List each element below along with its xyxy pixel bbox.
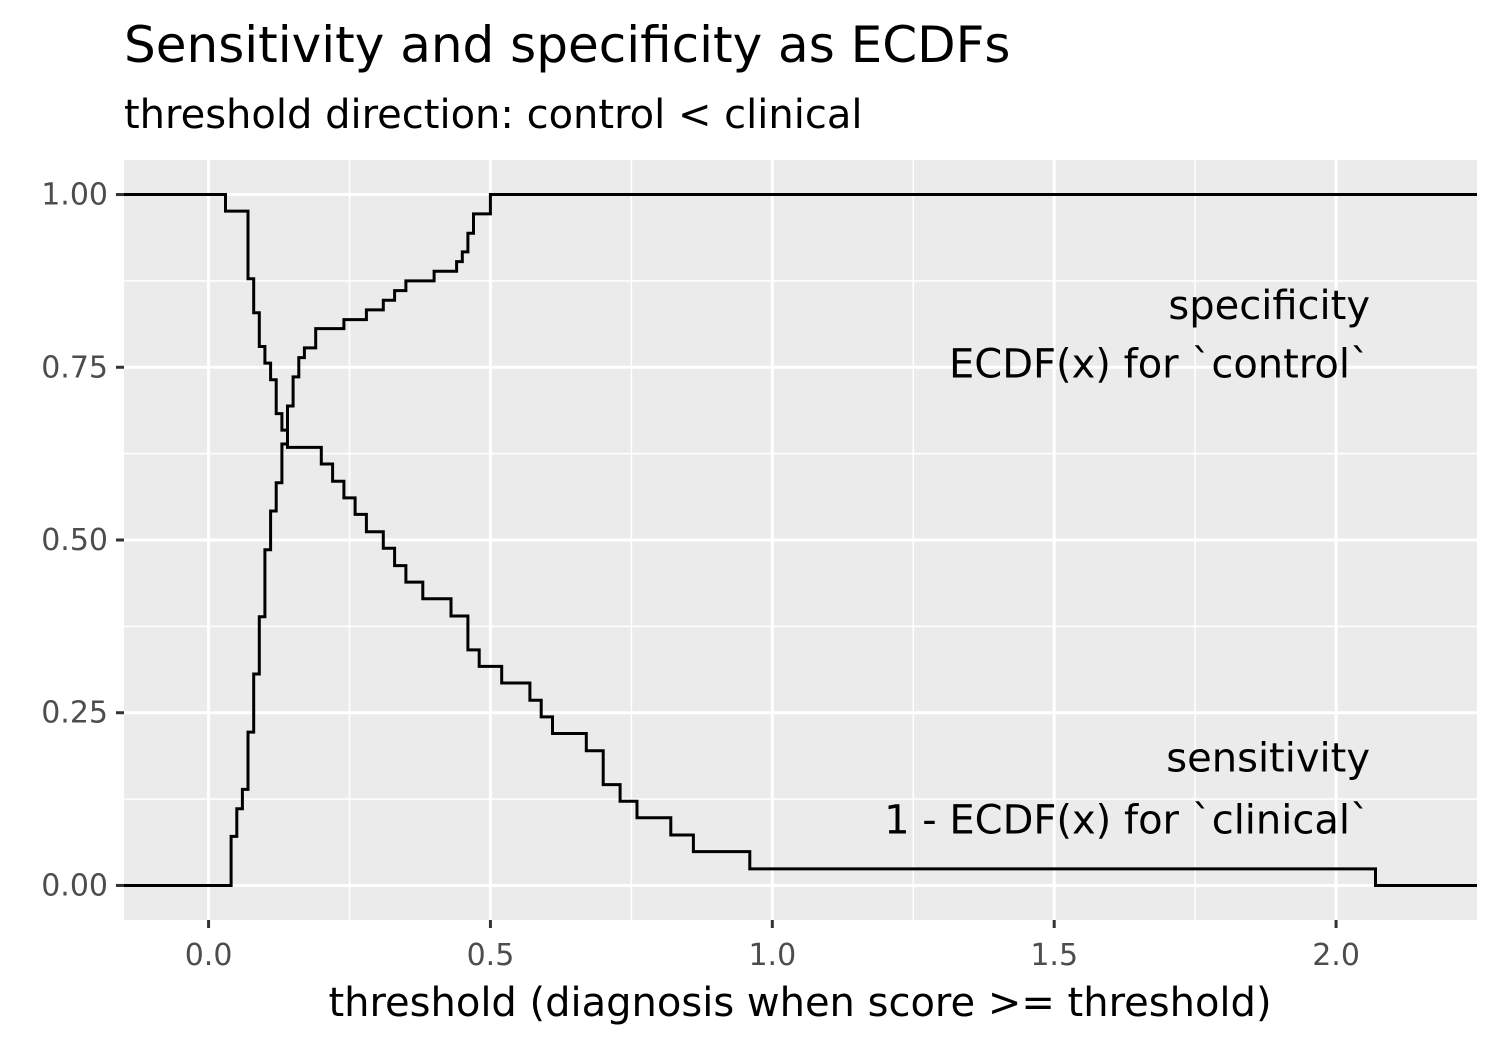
y-tick-label: 1.00: [41, 178, 108, 213]
y-axis: 0.00 0.25 0.50 0.75 1.00: [41, 178, 124, 903]
annotations: sensitivity 1 - ECDF(x) for `clinical` spe…: [884, 283, 1370, 844]
annotation-label: sensitivity: [1166, 735, 1370, 781]
series-layer: [124, 193, 1477, 887]
x-tick-label: 1.5: [1030, 938, 1078, 973]
annotation-label: specificity: [1168, 283, 1370, 329]
series-line: [124, 193, 1477, 887]
series-line: [124, 193, 1477, 887]
y-tick-label: 0.50: [41, 523, 108, 558]
annotation-label: ECDF(x) for `control`: [949, 342, 1370, 388]
x-tick-label: 0.0: [185, 938, 233, 973]
x-tick-label: 2.0: [1312, 938, 1360, 973]
chart-subtitle: threshold direction: control < clinical: [124, 92, 862, 138]
y-tick-label: 0.25: [41, 696, 108, 731]
annotation-label: 1 - ECDF(x) for `clinical`: [884, 798, 1370, 844]
x-tick-label: 0.5: [467, 938, 515, 973]
x-tick-label: 1.0: [748, 938, 796, 973]
chart-title: Sensitivity and specificity as ECDFs: [124, 16, 1010, 74]
x-axis-title: threshold (diagnosis when score >= thres…: [328, 980, 1271, 1026]
y-tick-label: 0.00: [41, 868, 108, 903]
x-axis: 0.0 0.5 1.0 1.5 2.0: [185, 920, 1360, 973]
major-gridlines: [124, 160, 1477, 920]
y-tick-label: 0.75: [41, 350, 108, 385]
